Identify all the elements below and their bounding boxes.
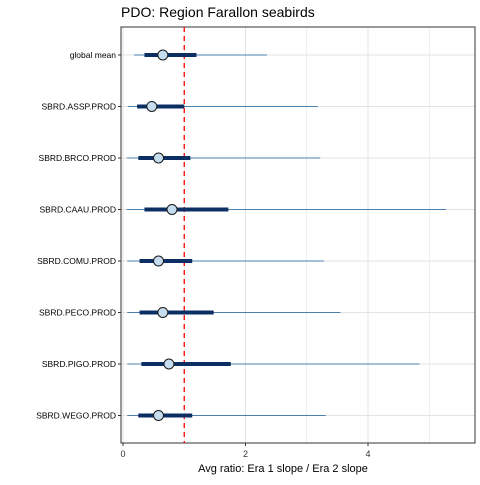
- y-tick-label: SBRD.PIGO.PROD: [42, 359, 116, 369]
- mean-point: [157, 307, 169, 318]
- y-tick-label: SBRD.CAAU.PROD: [39, 205, 116, 215]
- x-tick-label: 4: [365, 449, 370, 459]
- panel-border: [120, 26, 476, 444]
- mean-point: [166, 204, 178, 215]
- mean-point: [153, 410, 165, 421]
- x-axis-label: Avg ratio: Era 1 slope / Era 2 slope: [198, 463, 368, 475]
- mean-point: [153, 152, 165, 164]
- y-tick-label: SBRD.PECO.PROD: [39, 308, 116, 318]
- x-tick-label: 2: [243, 449, 248, 459]
- y-tick-label: global mean: [70, 50, 117, 60]
- plot-area: global mean SBRD.ASSP.PROD SBRD.BRCO.PROD S…: [36, 26, 476, 459]
- y-tick-label: SBRD.COMU.PROD: [37, 256, 116, 266]
- mean-point: [157, 49, 169, 61]
- x-tick-label: 0: [120, 449, 125, 459]
- mean-point: [146, 101, 158, 112]
- y-tick-label: SBRD.ASSP.PROD: [42, 102, 116, 112]
- mean-point: [153, 255, 165, 267]
- y-tick-label: SBRD.BRCO.PROD: [39, 153, 116, 163]
- mean-point: [163, 358, 175, 370]
- chart-title: PDO: Region Farallon seabirds: [121, 4, 315, 20]
- y-tick-label: SBRD.WEGO.PROD: [36, 411, 116, 421]
